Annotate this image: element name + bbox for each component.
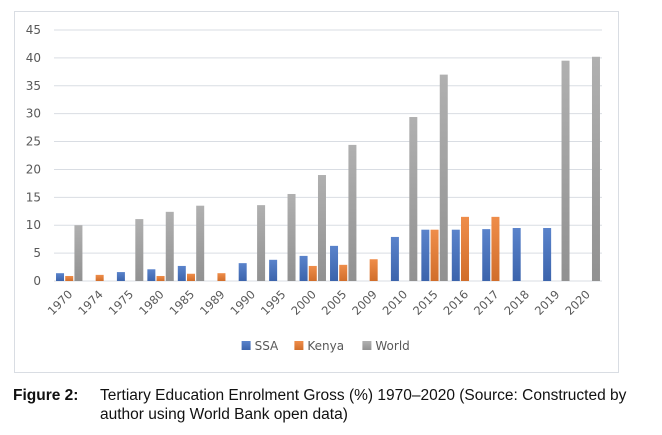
x-tick-label: 2020	[562, 287, 593, 318]
bar-ssa-1975	[116, 272, 125, 281]
y-tick-label: 30	[26, 107, 41, 121]
x-axis-ticks: 1970 1974 1975 1980 1985 1989 1990 1995 2000 2005…	[45, 287, 593, 318]
y-tick-label: 0	[33, 274, 41, 288]
legend: SSA Kenya World	[241, 339, 410, 353]
bar-kenya-2016	[461, 216, 469, 281]
bar-ssa-1995	[269, 259, 278, 281]
bar-world-1980	[165, 211, 174, 281]
bar-kenya-1980	[156, 275, 165, 281]
bar-kenya-2000	[308, 265, 317, 281]
x-tick-label: 1985	[167, 287, 198, 318]
bar-world-1975	[135, 219, 144, 281]
bar-kenya-1985	[187, 273, 195, 281]
bar-kenya-2005	[339, 264, 348, 281]
bar-world-1995	[287, 193, 296, 281]
bar-world-1970	[74, 225, 83, 281]
legend-swatch	[362, 341, 372, 350]
bar-ssa-1980	[147, 269, 156, 281]
bar-ssa-2000	[299, 255, 308, 281]
bar-kenya-1970	[65, 275, 74, 281]
x-tick-label: 2017	[471, 287, 502, 318]
bar-world-2005	[348, 144, 357, 281]
bar-ssa-2010	[390, 236, 399, 281]
bar-ssa-2017	[482, 229, 491, 281]
y-axis-ticks: 0 5 10 15 20 25 30 35 40 45	[26, 23, 41, 288]
x-tick-label: 1980	[136, 287, 167, 318]
bar-world-2000	[317, 175, 326, 281]
bar-ssa-2015	[421, 229, 430, 281]
y-tick-label: 35	[26, 79, 41, 93]
y-tick-label: 5	[33, 246, 41, 260]
x-tick-label: 2005	[319, 287, 350, 318]
x-tick-label: 1990	[227, 287, 258, 318]
bar-kenya-1989	[217, 273, 226, 281]
bar-world-2010	[409, 117, 418, 281]
bar-kenya-1974	[95, 274, 104, 281]
x-tick-label: 1970	[45, 287, 76, 318]
x-tick-label: 2000	[288, 287, 319, 318]
bar-ssa-2019	[543, 228, 552, 281]
legend-label: World	[375, 339, 409, 353]
bar-ssa-2016	[451, 229, 460, 281]
bar-ssa-1985	[177, 265, 186, 281]
gridlines	[54, 29, 602, 282]
bars	[56, 56, 600, 282]
caption-label: Figure 2:	[13, 387, 79, 404]
bar-world-2020	[591, 56, 600, 282]
legend-item-world: World	[362, 339, 410, 353]
caption-text: Tertiary Education Enrolment Gross (%) 1…	[100, 387, 627, 423]
y-tick-label: 20	[26, 162, 41, 176]
legend-swatch	[294, 341, 304, 350]
x-tick-label: 2019	[532, 287, 563, 318]
bar-world-2015	[439, 74, 448, 281]
bar-world-1985	[196, 205, 205, 281]
x-tick-label: 2009	[349, 287, 380, 318]
x-tick-label: 1974	[75, 287, 106, 318]
bar-world-1990	[257, 205, 266, 281]
x-tick-label: 2018	[501, 287, 532, 318]
bar-ssa-2005	[330, 245, 339, 281]
legend-label: SSA	[255, 339, 279, 353]
x-tick-label: 1989	[197, 287, 228, 318]
legend-swatch	[241, 341, 251, 350]
legend-item-kenya: Kenya	[294, 339, 344, 353]
bar-kenya-2015	[430, 229, 439, 281]
bar-ssa-1970	[56, 273, 65, 281]
y-tick-label: 40	[26, 51, 41, 65]
bar-kenya-2009	[369, 259, 378, 281]
y-tick-label: 15	[26, 190, 41, 204]
y-tick-label: 25	[26, 135, 41, 149]
y-tick-label: 10	[26, 218, 41, 232]
bar-ssa-1990	[238, 263, 247, 281]
legend-item-ssa: SSA	[241, 339, 279, 353]
x-tick-label: 2015	[410, 287, 441, 318]
x-tick-label: 2016	[441, 287, 472, 318]
bar-world-2019	[561, 60, 570, 281]
x-tick-label: 1975	[106, 287, 137, 318]
y-tick-label: 45	[26, 23, 41, 37]
chart-frame: 0 5 10 15 20 25 30 35 40 45 1970 1974 1975 1980 1985 1…	[14, 11, 619, 373]
bar-kenya-2017	[491, 216, 500, 281]
bar-ssa-2018	[512, 228, 521, 281]
legend-label: Kenya	[307, 339, 344, 353]
x-tick-label: 1995	[258, 287, 289, 318]
x-tick-label: 2010	[380, 287, 411, 318]
